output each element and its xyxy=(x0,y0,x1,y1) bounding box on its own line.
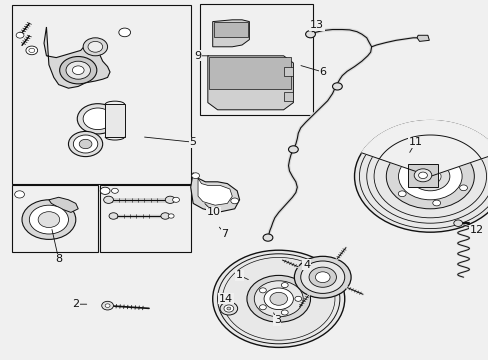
Circle shape xyxy=(288,146,298,153)
Text: 11: 11 xyxy=(408,137,422,147)
Circle shape xyxy=(294,296,301,301)
Circle shape xyxy=(459,185,467,191)
Text: 12: 12 xyxy=(469,225,483,235)
Circle shape xyxy=(16,32,24,38)
Circle shape xyxy=(60,57,97,84)
Circle shape xyxy=(413,169,431,182)
Circle shape xyxy=(281,310,287,315)
Circle shape xyxy=(26,46,38,55)
Text: 9: 9 xyxy=(194,51,201,61)
Text: 5: 5 xyxy=(189,137,196,147)
Text: 4: 4 xyxy=(303,260,309,270)
Circle shape xyxy=(83,108,112,130)
Polygon shape xyxy=(190,173,239,212)
Circle shape xyxy=(100,187,110,194)
Bar xyxy=(209,57,291,89)
Circle shape xyxy=(246,275,310,322)
Polygon shape xyxy=(198,178,232,205)
Circle shape xyxy=(269,292,287,305)
Circle shape xyxy=(315,272,329,283)
Circle shape xyxy=(68,131,102,157)
Polygon shape xyxy=(283,92,293,101)
Circle shape xyxy=(105,304,110,307)
Circle shape xyxy=(226,307,230,310)
Circle shape xyxy=(398,191,406,197)
Circle shape xyxy=(259,305,266,310)
Polygon shape xyxy=(212,20,249,47)
Text: 14: 14 xyxy=(219,294,232,304)
Circle shape xyxy=(109,213,118,219)
Circle shape xyxy=(102,301,113,310)
Circle shape xyxy=(77,104,118,134)
Bar xyxy=(12,5,190,184)
Circle shape xyxy=(259,288,266,293)
Text: 13: 13 xyxy=(309,20,323,30)
Circle shape xyxy=(386,144,473,209)
Circle shape xyxy=(398,153,461,200)
Circle shape xyxy=(254,281,303,317)
Bar xyxy=(200,4,312,115)
Text: 1: 1 xyxy=(236,270,243,280)
Circle shape xyxy=(419,168,440,184)
Circle shape xyxy=(410,162,449,191)
Text: 2: 2 xyxy=(72,299,79,309)
Circle shape xyxy=(418,172,427,179)
Circle shape xyxy=(88,41,102,52)
Circle shape xyxy=(230,198,238,204)
Text: 10: 10 xyxy=(206,207,220,217)
Bar xyxy=(12,185,98,252)
Circle shape xyxy=(79,139,92,149)
Circle shape xyxy=(224,305,233,312)
Circle shape xyxy=(212,250,344,347)
Circle shape xyxy=(220,302,237,315)
Circle shape xyxy=(83,38,107,56)
Circle shape xyxy=(191,173,199,179)
Circle shape xyxy=(15,191,24,198)
Polygon shape xyxy=(207,56,293,110)
Circle shape xyxy=(161,213,169,219)
Bar xyxy=(105,104,124,137)
Bar xyxy=(214,22,248,37)
Circle shape xyxy=(172,197,179,202)
Text: 8: 8 xyxy=(55,254,62,264)
Circle shape xyxy=(29,205,68,234)
Circle shape xyxy=(22,200,76,239)
Bar xyxy=(407,164,437,187)
Circle shape xyxy=(294,256,350,298)
Polygon shape xyxy=(49,197,78,212)
Circle shape xyxy=(281,283,287,288)
Circle shape xyxy=(119,28,130,37)
Circle shape xyxy=(38,212,60,228)
Circle shape xyxy=(432,200,440,206)
Circle shape xyxy=(66,61,90,79)
Circle shape xyxy=(103,196,113,203)
Circle shape xyxy=(168,214,174,218)
Polygon shape xyxy=(44,27,110,88)
Circle shape xyxy=(73,135,98,153)
Circle shape xyxy=(354,121,488,232)
Circle shape xyxy=(300,261,344,293)
Text: 6: 6 xyxy=(319,67,325,77)
Text: 3: 3 xyxy=(273,315,280,325)
Polygon shape xyxy=(416,35,428,41)
Circle shape xyxy=(111,188,118,193)
Circle shape xyxy=(72,66,84,75)
Circle shape xyxy=(165,196,175,203)
Circle shape xyxy=(305,31,315,38)
Polygon shape xyxy=(361,121,488,176)
Text: 7: 7 xyxy=(221,229,228,239)
Circle shape xyxy=(264,288,293,310)
Circle shape xyxy=(263,234,272,241)
Circle shape xyxy=(332,83,342,90)
Circle shape xyxy=(308,267,336,287)
Bar xyxy=(100,185,190,252)
Circle shape xyxy=(453,220,462,226)
Polygon shape xyxy=(283,67,293,76)
